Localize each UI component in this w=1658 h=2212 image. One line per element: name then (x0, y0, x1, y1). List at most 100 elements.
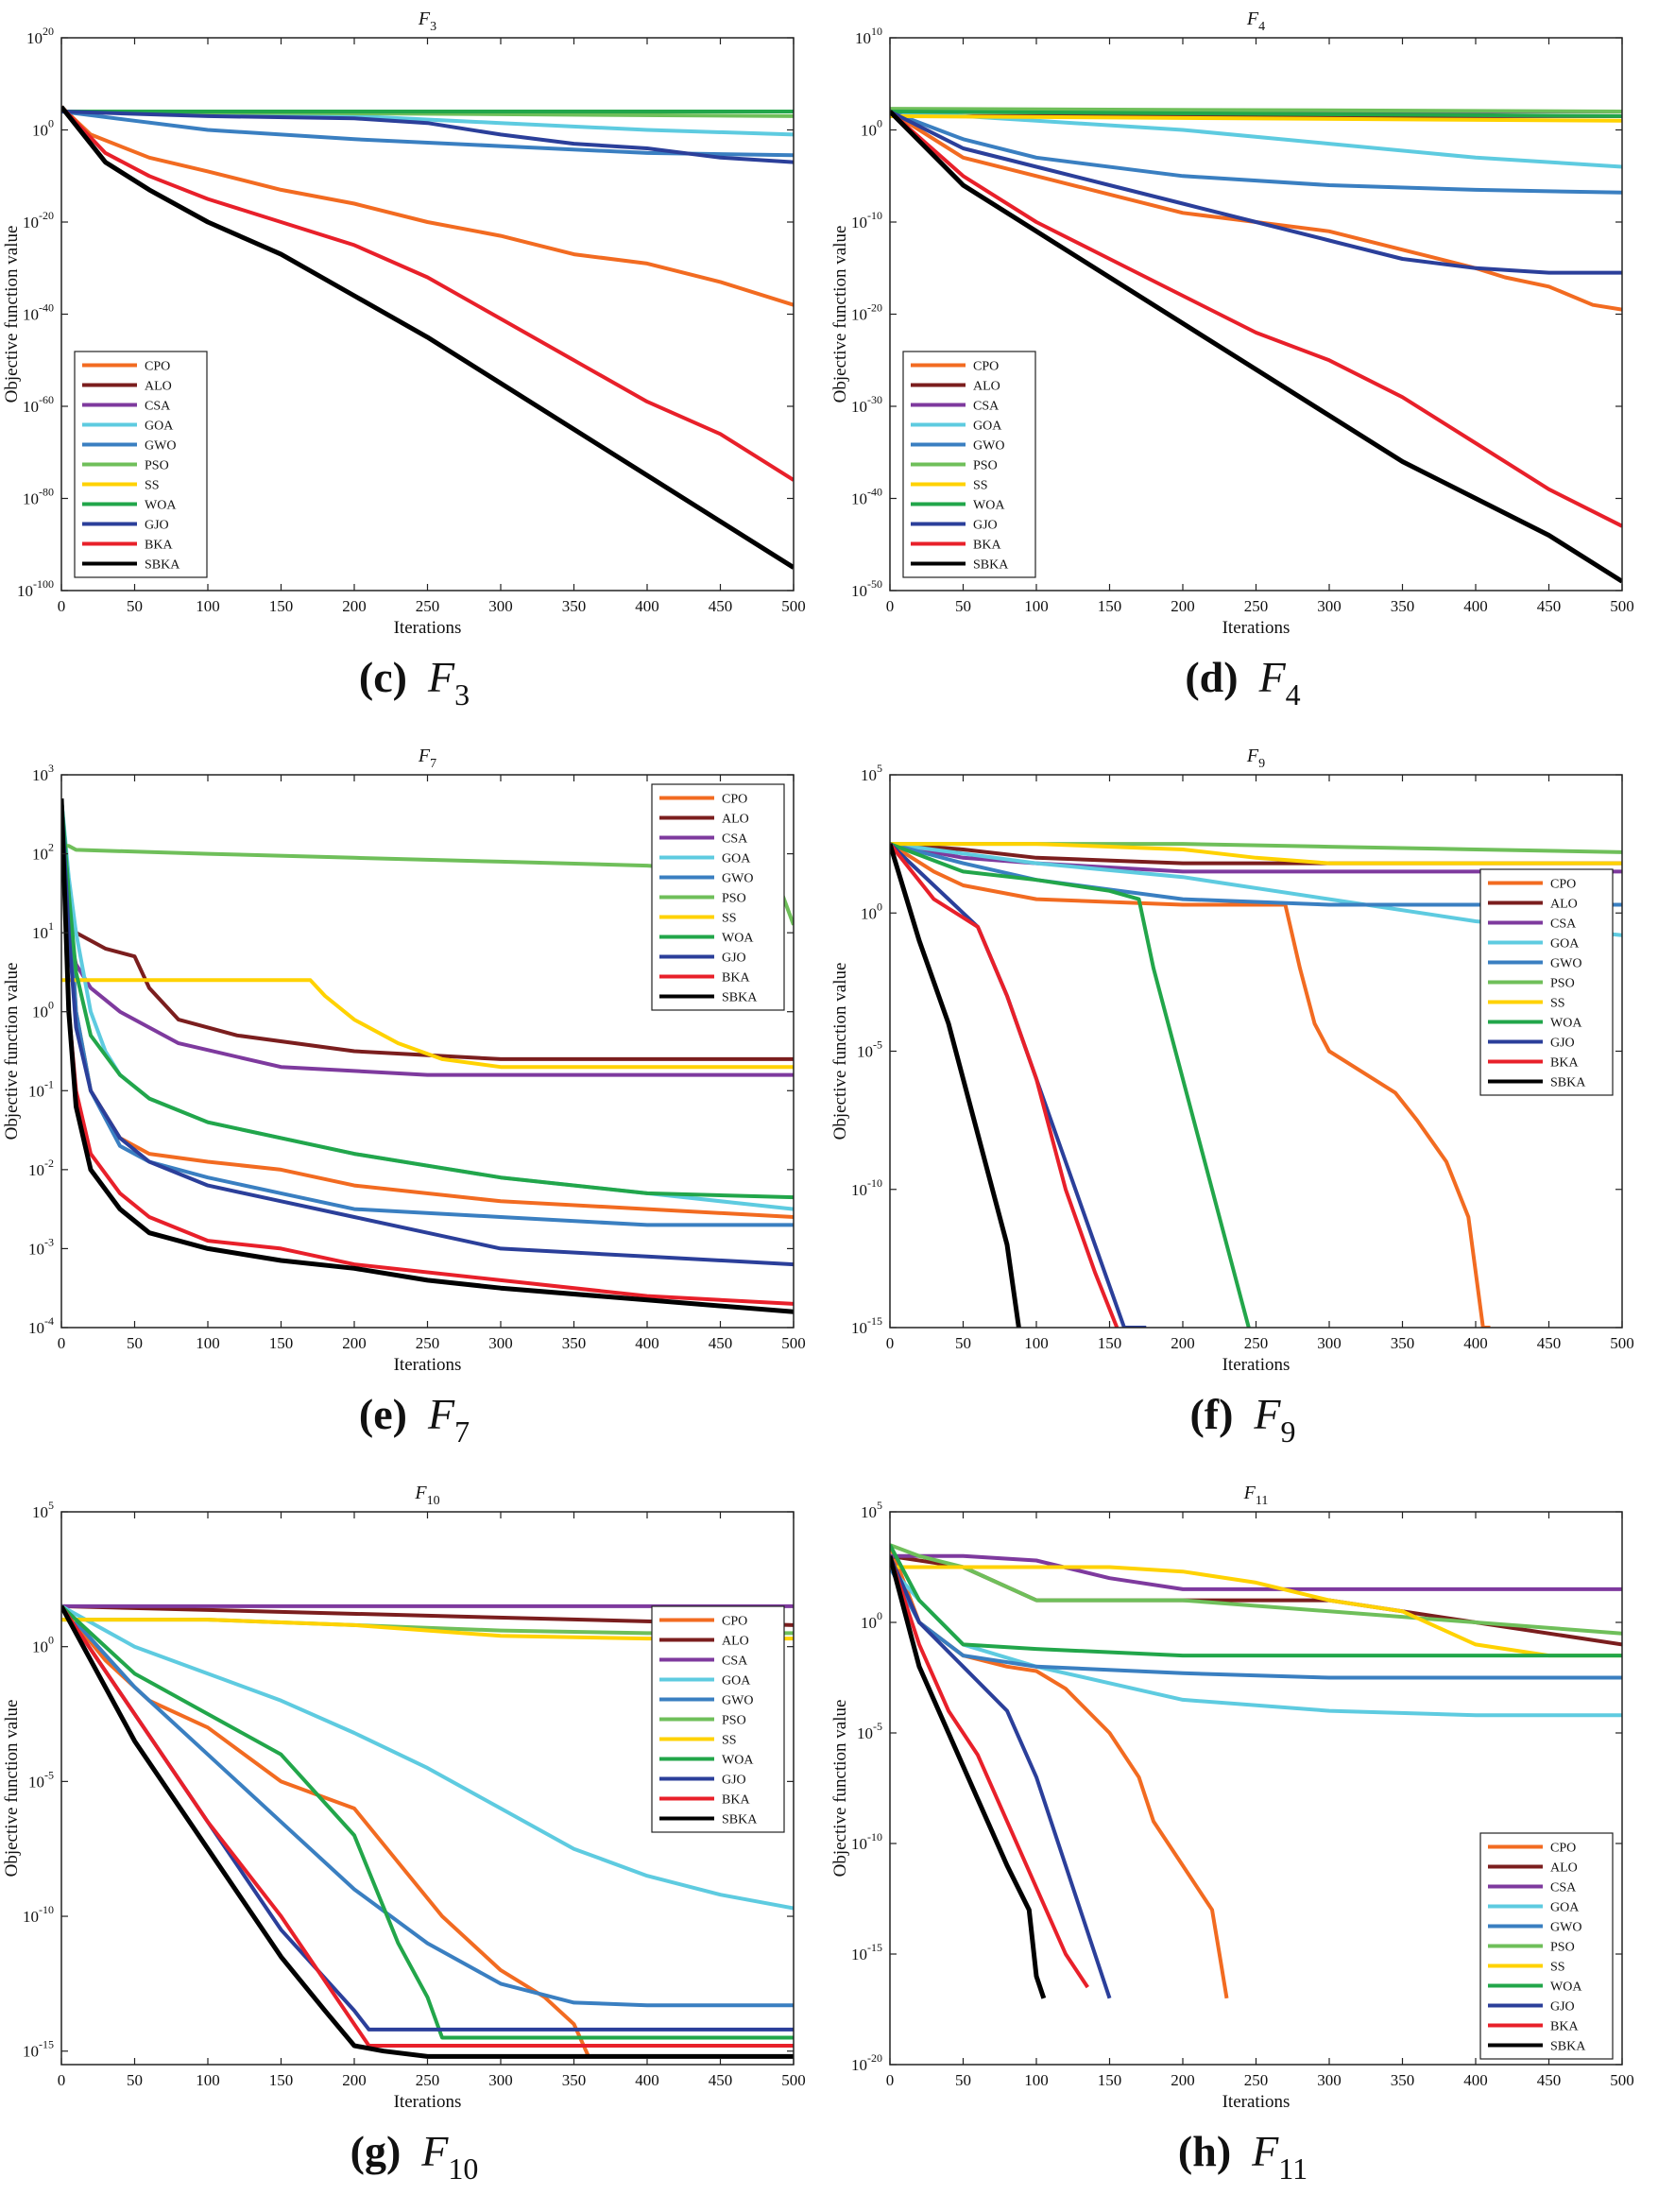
x-tick-label: 0 (58, 597, 66, 615)
legend-label-sbka: SBKA (722, 991, 758, 1005)
y-tick-label: 103 (32, 762, 54, 784)
y-axis-label: Objective function value (2, 1700, 22, 1878)
legend-label-gwo: GWO (722, 872, 753, 886)
y-axis-label: Objective function value (830, 226, 850, 403)
y-tick-label: 105 (861, 1499, 882, 1521)
legend-label-ss: SS (1550, 997, 1565, 1011)
legend: CPO ALO CSA GOA GWO PSO SS WOA GJO BKA SBKA (651, 783, 785, 1011)
x-tick-label: 400 (1463, 597, 1488, 615)
x-tick-label: 500 (781, 1334, 806, 1352)
series-line-sbka (61, 798, 794, 1314)
x-tick-label: 150 (1098, 1334, 1122, 1352)
x-tick-label: 0 (58, 2071, 66, 2089)
caption-function: F (421, 2127, 449, 2175)
chart-title: F9 (1246, 746, 1265, 771)
legend-label-csa: CSA (1550, 1881, 1577, 1895)
series-line-bka (61, 1604, 794, 2048)
legend-label-pso: PSO (722, 1714, 746, 1728)
x-tick-label: 400 (635, 597, 659, 615)
series-line-woa (890, 1544, 1622, 1658)
chart-panel-f: F9 0 50 100 150 200 250 300 350 400 450 500 105 100 10… (829, 737, 1657, 1474)
x-axis-label: Iterations (394, 618, 462, 638)
y-tick-label: 10-10 (851, 209, 882, 231)
legend-label-woa: WOA (1550, 1981, 1582, 1995)
legend-label-alo: ALO (722, 1635, 749, 1649)
chart-title: F7 (418, 746, 436, 771)
y-tick-label: 10-20 (23, 209, 54, 231)
legend-label-goa: GOA (722, 852, 751, 866)
x-tick-label: 450 (709, 597, 733, 615)
x-tick-label: 100 (1024, 2071, 1049, 2089)
series-line-pso (890, 107, 1622, 113)
x-tick-label: 250 (416, 1334, 440, 1352)
x-tick-label: 0 (886, 597, 895, 615)
caption-function: F (1254, 1390, 1281, 1438)
caption-subscript: 9 (1280, 1415, 1296, 1449)
y-tick-label: 10-15 (23, 2038, 54, 2061)
series-line-bka (61, 105, 794, 482)
legend-label-pso: PSO (1550, 1941, 1575, 1955)
x-tick-label: 200 (1171, 2071, 1195, 2089)
series-group (61, 105, 794, 570)
x-tick-label: 300 (488, 1334, 513, 1352)
y-tick-label: 10-100 (17, 577, 54, 600)
x-tick-label: 500 (781, 597, 806, 615)
x-tick-label: 150 (1098, 2071, 1122, 2089)
legend-label-woa: WOA (145, 499, 177, 513)
legend-label-ss: SS (973, 479, 988, 493)
x-tick-label: 50 (127, 1334, 143, 1352)
caption-g: (g) F10 (0, 2126, 829, 2186)
x-tick-label: 350 (1391, 597, 1415, 615)
x-tick-label: 200 (342, 2071, 367, 2089)
caption-subscript: 10 (448, 2152, 479, 2186)
x-tick-label: 150 (269, 597, 294, 615)
x-tick-label: 0 (58, 1334, 66, 1352)
series-group (61, 797, 794, 1314)
caption-function: F (427, 653, 455, 701)
series-line-gjo (890, 110, 1622, 275)
legend-label-ss: SS (1550, 1961, 1565, 1975)
caption-d: (d) F4 (829, 652, 1657, 712)
legend: CPO ALO CSA GOA GWO PSO SS WOA GJO BKA SBKA (1479, 868, 1614, 1096)
y-tick-label: 10-2 (28, 1157, 54, 1179)
x-axis-label: Iterations (1222, 618, 1291, 638)
x-tick-label: 250 (1244, 2071, 1269, 2089)
x-tick-label: 150 (1098, 597, 1122, 615)
x-tick-label: 450 (1537, 597, 1562, 615)
series-line-cpo (890, 110, 1622, 312)
y-tick-label: 105 (32, 1499, 54, 1521)
chart-svg-c: F3 0 50 100 150 200 250 300 350 400 450 500 1020 100 1… (2, 9, 806, 638)
legend-label-alo: ALO (145, 380, 172, 394)
legend-label-goa: GOA (145, 420, 174, 434)
chart-svg-f: F9 0 50 100 150 200 250 300 350 400 450 500 105 100 10… (830, 746, 1634, 1375)
legend-label-csa: CSA (973, 400, 1000, 414)
y-tick-label: 10-3 (28, 1235, 54, 1258)
x-tick-label: 300 (1317, 2071, 1342, 2089)
series-line-ss (890, 842, 1622, 866)
series-line-woa (890, 842, 1251, 1328)
x-tick-label: 100 (196, 1334, 220, 1352)
y-axis-label: Objective function value (830, 963, 850, 1140)
x-tick-label: 300 (1317, 1334, 1342, 1352)
legend-label-alo: ALO (973, 380, 1000, 394)
x-tick-label: 450 (709, 1334, 733, 1352)
caption-letter: (g) (350, 2127, 402, 2175)
caption-function: F (1258, 653, 1286, 701)
series-line-csa (890, 1553, 1622, 1591)
legend-label-bka: BKA (145, 539, 173, 553)
chart-panel-c: F3 0 50 100 150 200 250 300 350 400 450 500 1020 100 1… (0, 0, 829, 737)
y-tick-label: 10-20 (851, 2051, 882, 2074)
y-tick-label: 10-10 (851, 1176, 882, 1199)
series-line-bka (890, 1555, 1089, 1989)
chart-title: F3 (418, 9, 436, 34)
legend-label-goa: GOA (722, 1674, 751, 1689)
legend-label-pso: PSO (1550, 977, 1575, 991)
series-line-cpo (61, 105, 794, 307)
chart-svg-h: F11 0 50 100 150 200 250 300 350 400 450 500 105 100 1… (830, 1483, 1634, 2112)
y-tick-label: 10-15 (851, 1314, 882, 1337)
x-tick-label: 300 (488, 597, 513, 615)
y-tick-label: 100 (861, 900, 882, 922)
legend-label-gwo: GWO (722, 1694, 753, 1708)
x-tick-label: 50 (955, 597, 971, 615)
x-tick-label: 50 (127, 2071, 143, 2089)
